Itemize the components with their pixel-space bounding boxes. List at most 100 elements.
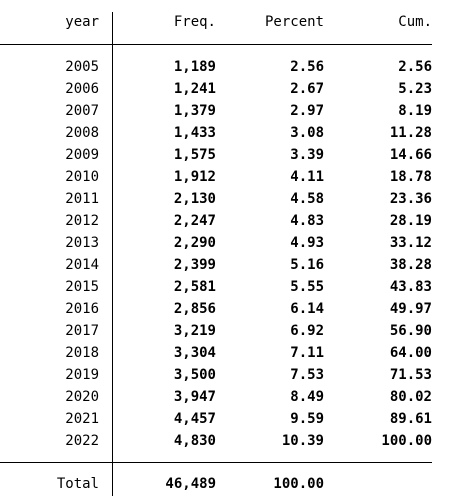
cell-year: 2006 [65,81,99,97]
cell-percent: 4.58 [290,191,324,207]
cell-cum: 38.28 [389,257,432,273]
cell-year: 2011 [65,191,99,207]
cell-cum: 18.78 [389,169,432,185]
cell-freq: 2,399 [173,257,216,273]
cell-percent: 7.53 [290,367,324,383]
cell-year: 2019 [65,367,99,383]
cell-cum: 8.19 [398,103,432,119]
table-row: 2020 3,947 8.49 80.02 [0,386,463,408]
cell-cum: 28.19 [389,213,432,229]
header-percent: Percent [264,14,324,30]
cell-year: 2012 [65,213,99,229]
total-label: Total [56,476,99,492]
table-row: 2009 1,575 3.39 14.66 [0,144,463,166]
cell-year: 2016 [65,301,99,317]
cell-year: 2005 [65,59,99,75]
cell-year: 2015 [65,279,99,295]
cell-freq: 1,433 [173,125,216,141]
cell-percent: 4.83 [290,213,324,229]
cell-freq: 3,500 [173,367,216,383]
cell-freq: 3,219 [173,323,216,339]
total-percent: 100.00 [273,476,324,492]
table-row: 2013 2,290 4.93 33.12 [0,232,463,254]
cell-freq: 3,304 [173,345,216,361]
cell-percent: 9.59 [290,411,324,427]
table-row: 2022 4,830 10.39 100.00 [0,430,463,452]
cell-cum: 43.83 [389,279,432,295]
cell-percent: 5.55 [290,279,324,295]
table-row: 2014 2,399 5.16 38.28 [0,254,463,276]
header-row: year Freq. Percent Cum. [0,11,463,33]
table-row: 2008 1,433 3.08 11.28 [0,122,463,144]
cell-freq: 2,856 [173,301,216,317]
cell-cum: 71.53 [389,367,432,383]
cell-year: 2014 [65,257,99,273]
table-row: 2016 2,856 6.14 49.97 [0,298,463,320]
table-row: 2005 1,189 2.56 2.56 [0,56,463,78]
cell-freq: 2,130 [173,191,216,207]
cell-percent: 7.11 [290,345,324,361]
cell-cum: 56.90 [389,323,432,339]
header-year: year [65,14,99,30]
cell-cum: 33.12 [389,235,432,251]
cell-year: 2008 [65,125,99,141]
cell-year: 2010 [65,169,99,185]
cell-percent: 5.16 [290,257,324,273]
cell-cum: 5.23 [398,81,432,97]
cell-freq: 2,581 [173,279,216,295]
table-row: 2015 2,581 5.55 43.83 [0,276,463,298]
cell-freq: 1,575 [173,147,216,163]
cell-cum: 14.66 [389,147,432,163]
cell-percent: 4.93 [290,235,324,251]
cell-percent: 3.08 [290,125,324,141]
cell-percent: 3.39 [290,147,324,163]
cell-cum: 100.00 [381,433,432,449]
cell-cum: 23.36 [389,191,432,207]
header-cum: Cum. [398,14,432,30]
column-divider [112,12,113,496]
table-row: 2012 2,247 4.83 28.19 [0,210,463,232]
table-row: 2007 1,379 2.97 8.19 [0,100,463,122]
cell-year: 2007 [65,103,99,119]
cell-year: 2017 [65,323,99,339]
cell-percent: 8.49 [290,389,324,405]
table-row: 2018 3,304 7.11 64.00 [0,342,463,364]
table-row: 2019 3,500 7.53 71.53 [0,364,463,386]
cell-cum: 11.28 [389,125,432,141]
cell-year: 2021 [65,411,99,427]
cell-percent: 2.97 [290,103,324,119]
cell-percent: 2.67 [290,81,324,97]
cell-freq: 4,457 [173,411,216,427]
table-row: 2017 3,219 6.92 56.90 [0,320,463,342]
total-row: Total 46,489 100.00 [0,473,463,495]
cell-freq: 2,290 [173,235,216,251]
cell-freq: 2,247 [173,213,216,229]
header-freq: Freq. [173,14,216,30]
cell-freq: 1,912 [173,169,216,185]
cell-freq: 1,379 [173,103,216,119]
cell-freq: 3,947 [173,389,216,405]
cell-percent: 6.14 [290,301,324,317]
cell-freq: 1,241 [173,81,216,97]
table-row: 2010 1,912 4.11 18.78 [0,166,463,188]
cell-year: 2022 [65,433,99,449]
table-row: 2011 2,130 4.58 23.36 [0,188,463,210]
cell-cum: 80.02 [389,389,432,405]
cell-cum: 2.56 [398,59,432,75]
cell-cum: 89.61 [389,411,432,427]
cell-percent: 2.56 [290,59,324,75]
table-row: 2021 4,457 9.59 89.61 [0,408,463,430]
cell-year: 2020 [65,389,99,405]
cell-cum: 49.97 [389,301,432,317]
total-divider [0,462,432,463]
cell-percent: 6.92 [290,323,324,339]
cell-year: 2013 [65,235,99,251]
cell-freq: 4,830 [173,433,216,449]
table-row: 2006 1,241 2.67 5.23 [0,78,463,100]
header-divider [0,44,432,45]
cell-percent: 10.39 [281,433,324,449]
cell-freq: 1,189 [173,59,216,75]
cell-year: 2009 [65,147,99,163]
cell-percent: 4.11 [290,169,324,185]
